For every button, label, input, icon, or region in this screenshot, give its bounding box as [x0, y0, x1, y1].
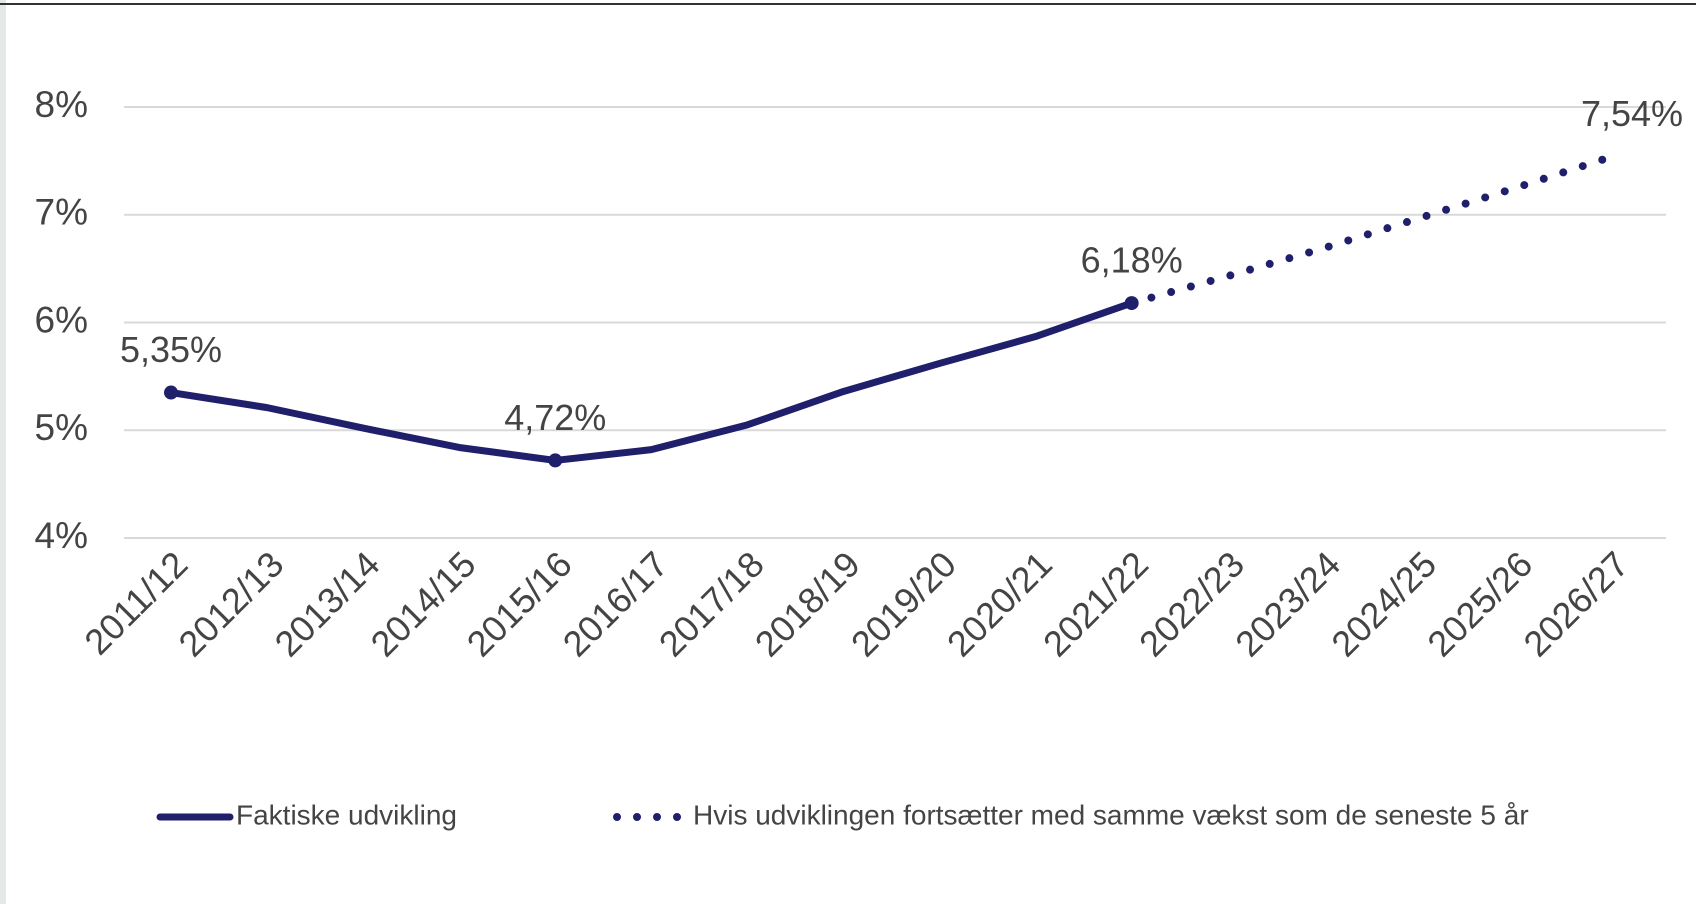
x-tick-label: 2021/22: [1035, 543, 1156, 664]
x-tick-label: 2020/21: [939, 543, 1060, 664]
point-marker: [548, 453, 563, 468]
series-line: [167, 299, 1136, 464]
y-tick-label: 8%: [35, 84, 88, 125]
x-tick-label: 2024/25: [1323, 543, 1444, 664]
data-label: 7,54%: [1581, 93, 1683, 134]
x-tick-label: 2019/20: [843, 543, 964, 664]
y-tick-label: 5%: [35, 407, 88, 448]
x-tick-label: 2017/18: [651, 543, 772, 664]
x-tick-label: 2023/24: [1227, 543, 1348, 664]
y-tick-label: 7%: [35, 192, 88, 233]
left-edge: [0, 0, 6, 904]
y-tick-label: 6%: [35, 299, 88, 340]
x-tick-label: 2013/14: [267, 543, 388, 664]
series-line: [1127, 152, 1616, 308]
data-label: 4,72%: [504, 397, 606, 438]
data-label: 6,18%: [1081, 240, 1183, 281]
x-tick-label: 2014/15: [363, 543, 484, 664]
y-tick-label: 4%: [35, 515, 88, 556]
legend-label: Hvis udviklingen fortsætter med samme væ…: [693, 799, 1529, 830]
point-marker: [164, 385, 178, 400]
x-tick-label: 2011/12: [76, 543, 195, 662]
x-tick-label: 2018/19: [747, 543, 868, 664]
x-tick-label: 2016/17: [555, 543, 676, 664]
legend-label: Faktiske udvikling: [236, 799, 457, 830]
x-tick-label: 2025/26: [1419, 543, 1540, 664]
x-tick-label: 2026/27: [1515, 543, 1636, 664]
x-tick-label: 2015/16: [459, 543, 580, 664]
x-tick-label: 2022/23: [1131, 543, 1252, 664]
x-tick-label: 2012/13: [170, 543, 291, 664]
data-label: 5,35%: [120, 329, 222, 370]
